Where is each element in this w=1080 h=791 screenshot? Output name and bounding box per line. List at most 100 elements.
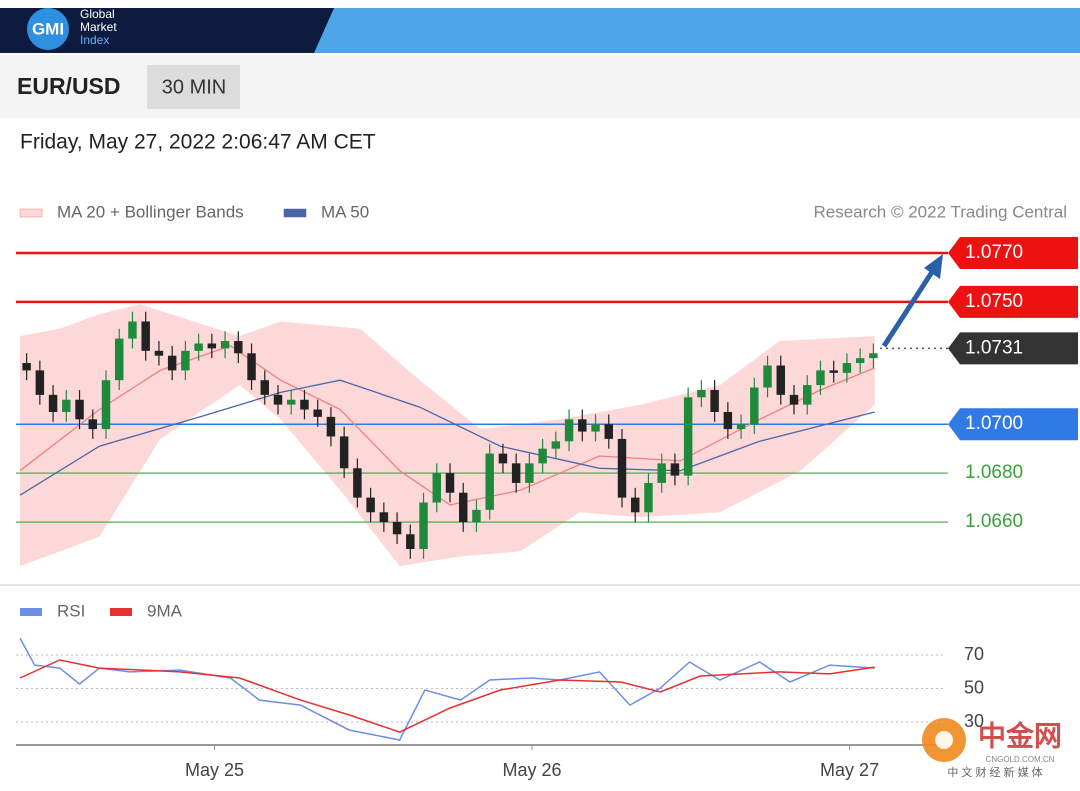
brand: Market bbox=[80, 20, 117, 34]
candle-body bbox=[35, 370, 45, 395]
candle-body bbox=[630, 497, 640, 513]
header-dark bbox=[0, 8, 334, 53]
candle-body bbox=[736, 424, 746, 430]
candle-body bbox=[670, 463, 680, 476]
candle-body bbox=[564, 419, 574, 442]
x-tick-label: May 25 bbox=[185, 760, 244, 780]
candle-body bbox=[472, 509, 481, 523]
y-tick-label: 50 bbox=[964, 677, 984, 697]
brand: Global bbox=[80, 7, 115, 21]
level-box bbox=[948, 285, 1078, 318]
candle-body bbox=[141, 321, 150, 351]
candle-body bbox=[683, 397, 693, 476]
level-label: 1.0731 bbox=[965, 337, 1023, 358]
level-label: 1.0680 bbox=[965, 462, 1023, 483]
candle-body bbox=[220, 341, 230, 349]
watermark-logo bbox=[935, 731, 953, 749]
candle-body bbox=[181, 350, 190, 371]
y-tick-label: 30 bbox=[964, 711, 984, 731]
ma-line bbox=[19, 379, 875, 496]
logo: GMI bbox=[32, 19, 64, 38]
candle-body bbox=[829, 370, 838, 373]
level-box bbox=[948, 408, 1078, 441]
level-label: 1.0750 bbox=[965, 291, 1023, 312]
candle-body bbox=[710, 389, 719, 412]
rsi-line bbox=[19, 659, 875, 733]
candle-body bbox=[776, 365, 786, 395]
candle-body bbox=[379, 512, 389, 523]
candle-body bbox=[339, 436, 349, 469]
candle-body bbox=[286, 399, 296, 405]
legend-label: MA 20 + Bollinger Bands bbox=[57, 202, 244, 221]
candle-body bbox=[48, 394, 58, 412]
level-label: 1.0700 bbox=[965, 413, 1023, 434]
candle-body bbox=[855, 358, 865, 364]
candle-body bbox=[75, 399, 84, 420]
candle-body bbox=[128, 321, 137, 339]
watermark-site: CNGOLD.COM.CN bbox=[986, 755, 1055, 764]
candle-body bbox=[644, 482, 653, 513]
candle-body bbox=[88, 419, 98, 430]
level-box bbox=[948, 332, 1078, 365]
candle-body bbox=[154, 350, 164, 356]
candle-body bbox=[366, 497, 375, 513]
candle-body bbox=[392, 522, 402, 535]
arrow bbox=[881, 270, 935, 348]
candle-body bbox=[419, 502, 428, 549]
x-tick-label: May 26 bbox=[503, 760, 562, 780]
legend-label: RSI bbox=[57, 601, 85, 620]
candle-body bbox=[62, 399, 71, 412]
candle-body bbox=[498, 453, 508, 464]
candle-body bbox=[22, 363, 31, 371]
legend-swatch bbox=[110, 608, 132, 616]
timeframe-button[interactable] bbox=[147, 65, 240, 109]
bollinger-band bbox=[20, 304, 875, 567]
credit: Research © 2022 Trading Central bbox=[814, 202, 1068, 221]
candle-body bbox=[750, 387, 759, 425]
rsi-line bbox=[19, 637, 875, 741]
brand: Index bbox=[80, 33, 109, 47]
timestamp: Friday, May 27, 2022 2:06:47 AM CET bbox=[20, 131, 376, 154]
candle-body bbox=[114, 338, 124, 381]
watermark-tagline: 中 文 财 经 新 媒 体 bbox=[947, 765, 1042, 779]
symbol: EUR/USD bbox=[17, 73, 121, 99]
timeframe[interactable]: 30 MIN bbox=[162, 76, 226, 98]
candle-body bbox=[101, 380, 111, 430]
candle-body bbox=[511, 463, 521, 483]
candle-body bbox=[591, 424, 600, 432]
candle-body bbox=[763, 365, 772, 388]
candle-body bbox=[260, 380, 270, 395]
legend-swatch bbox=[283, 208, 307, 218]
candle-body bbox=[538, 448, 547, 464]
candle-body bbox=[326, 416, 336, 437]
candle-body bbox=[247, 353, 256, 381]
candle-body bbox=[816, 370, 825, 386]
level-box bbox=[948, 236, 1078, 269]
y-tick-label: 70 bbox=[964, 644, 984, 664]
candle-body bbox=[406, 534, 415, 549]
candle-body bbox=[617, 438, 627, 498]
candle-body bbox=[458, 492, 468, 523]
candle-body bbox=[802, 385, 812, 405]
candle-body bbox=[432, 473, 442, 503]
logo-circle bbox=[27, 8, 69, 50]
candle-body bbox=[353, 468, 362, 498]
candle-body bbox=[697, 389, 706, 398]
candle-body bbox=[234, 341, 243, 354]
candle-body bbox=[869, 353, 878, 359]
candle-body bbox=[167, 355, 177, 371]
level-label: 1.0770 bbox=[965, 242, 1023, 263]
candle-body bbox=[551, 441, 561, 449]
legend-label: 9MA bbox=[147, 601, 183, 620]
legend-swatch bbox=[20, 608, 42, 616]
candle-body bbox=[300, 399, 309, 410]
candle-body bbox=[194, 343, 203, 351]
watermark: 中金网 bbox=[978, 719, 1062, 751]
legend-swatch bbox=[19, 208, 43, 218]
candle-body bbox=[578, 419, 587, 432]
arrow-head bbox=[924, 254, 943, 279]
level-label: 1.0660 bbox=[965, 511, 1023, 532]
candle-body bbox=[485, 453, 494, 510]
legend-label: MA 50 bbox=[321, 202, 369, 221]
